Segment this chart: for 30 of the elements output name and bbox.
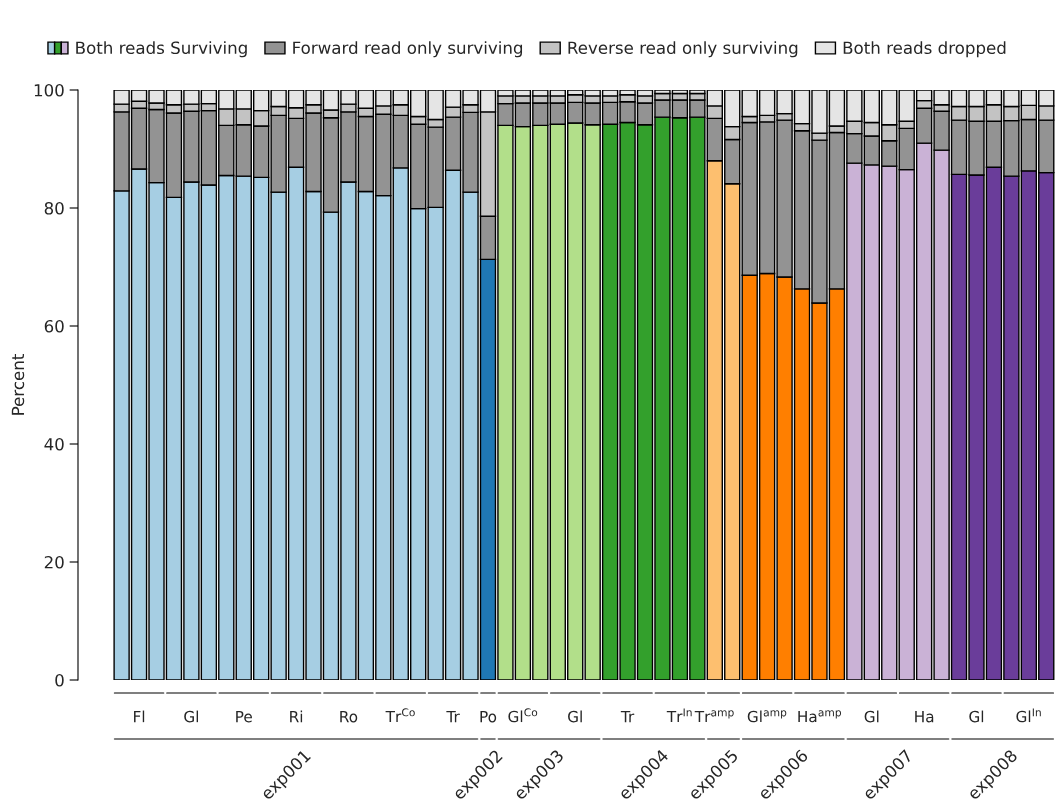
x-tick-label: Ha <box>915 711 934 723</box>
y-tick-label: 0 <box>55 673 64 687</box>
x-tick-label: Gl$^{In}$ <box>1016 708 1041 723</box>
legend-label: Both reads Surviving <box>76 41 247 58</box>
y-tick-label: 20 <box>44 555 64 569</box>
legend-label: Forward read only surviving <box>293 41 523 58</box>
x-tick-label: Ha$^{amp}$ <box>798 710 842 723</box>
x-tick-label: Gl <box>184 710 199 723</box>
y-tick-label: 80 <box>44 201 64 215</box>
y-tick-label: 60 <box>44 319 64 333</box>
legend-label: Both reads dropped <box>843 41 1006 58</box>
x-tick-label: Tr <box>446 711 460 723</box>
x-tick-label: Pe <box>236 711 252 723</box>
x-tick-label: Ro <box>340 711 358 723</box>
x-tick-label: Fl <box>134 710 145 723</box>
legend-label: Reverse read only surviving <box>568 41 798 58</box>
x-tick-label: Tr <box>620 711 635 723</box>
y-tick-label: 100 <box>34 83 64 97</box>
y-axis-title: Percent <box>11 354 25 415</box>
x-tick-label: Gl$^{amp}$ <box>747 710 787 723</box>
x-tick-label: Tr$^{Co}$ <box>385 708 415 723</box>
x-tick-label: Tr$^{In}$ <box>666 708 692 723</box>
x-tick-label: Gl <box>568 710 582 723</box>
y-tick-label: 40 <box>44 437 64 451</box>
x-tick-label: Po <box>480 711 497 723</box>
x-tick-label: Gl <box>969 710 984 723</box>
x-tick-label: Gl <box>864 710 879 723</box>
x-tick-label: Tr$^{amp}$ <box>694 710 734 723</box>
x-tick-label: Gl$^{Co}$ <box>508 708 538 723</box>
x-tick-label: Ri <box>290 710 303 723</box>
